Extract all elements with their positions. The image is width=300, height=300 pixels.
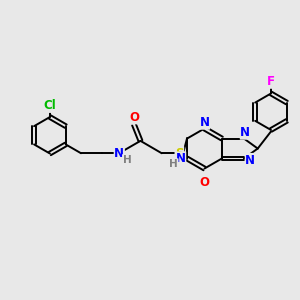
Text: N: N	[114, 147, 124, 160]
Text: Cl: Cl	[44, 99, 56, 112]
Text: H: H	[123, 155, 131, 165]
Text: N: N	[240, 126, 250, 139]
Text: F: F	[267, 75, 275, 88]
Text: O: O	[200, 176, 209, 189]
Text: N: N	[176, 152, 186, 165]
Text: N: N	[200, 116, 209, 129]
Text: S: S	[175, 147, 184, 160]
Text: O: O	[129, 111, 139, 124]
Text: N: N	[245, 154, 255, 166]
Text: H: H	[169, 159, 178, 169]
